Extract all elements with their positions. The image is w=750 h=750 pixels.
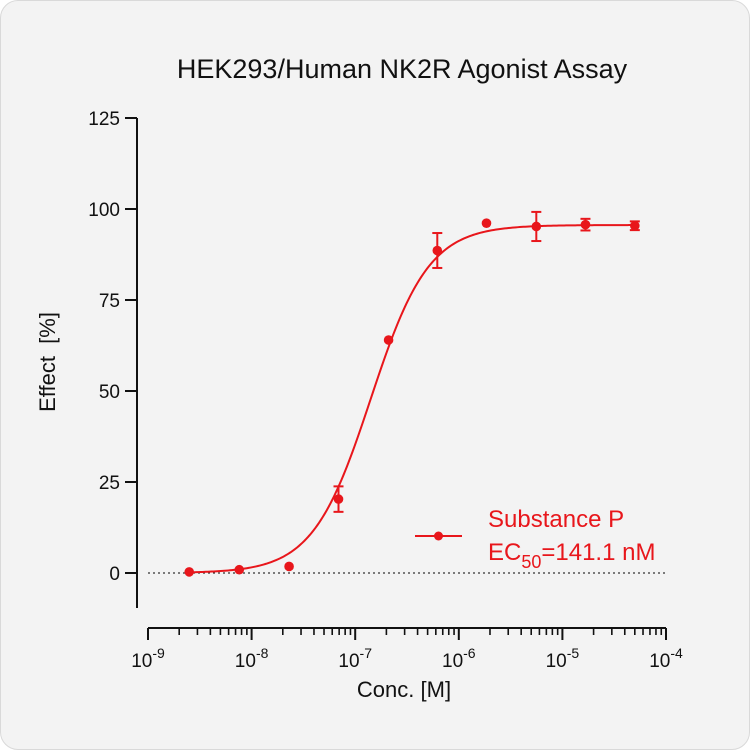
- x-tick-label: 10-7: [338, 645, 372, 672]
- data-point: [580, 219, 591, 230]
- x-tick-label: 10-5: [546, 645, 580, 672]
- x-tick-label: 10-8: [235, 645, 269, 672]
- data-point: [333, 494, 344, 504]
- ec50-subscript: 50: [521, 552, 541, 572]
- chart-title: HEK293/Human NK2R Agonist Assay: [177, 54, 628, 84]
- x-tick-label: 10-9: [131, 645, 165, 672]
- data-point: [184, 567, 195, 577]
- y-tick-label: 100: [88, 200, 120, 221]
- x-axis: 10-9 10-8 10-7 10-6 10-5 10-4: [131, 627, 683, 672]
- data-point: [234, 564, 245, 575]
- y-axis: 0 25 50 75 100 125: [88, 109, 138, 608]
- data-point: [432, 245, 443, 256]
- y-tick-label: 50: [99, 382, 120, 403]
- legend-marker: [434, 531, 443, 541]
- data-point: [383, 335, 394, 345]
- fit-curve: [189, 224, 635, 574]
- legend-ec50: EC50=141.1 nM: [488, 539, 655, 572]
- y-tick-label: 0: [109, 564, 120, 585]
- x-axis-label: Conc. [M]: [357, 677, 451, 702]
- x-tick-label: 10-4: [649, 645, 683, 672]
- ec50-value: =141.1 nM: [541, 539, 655, 566]
- legend: Substance P EC50=141.1 nM: [415, 506, 655, 572]
- y-tick-label: 125: [88, 109, 120, 130]
- x-tick-label: 10-6: [442, 645, 476, 672]
- data-point: [531, 221, 542, 232]
- ec50-prefix: EC: [488, 539, 521, 566]
- y-tick-label: 25: [99, 473, 120, 494]
- legend-series-name: Substance P: [488, 506, 624, 533]
- y-axis-label: Effect [%]: [35, 312, 60, 412]
- plot-area: [184, 210, 640, 577]
- data-point: [630, 220, 640, 231]
- data-point: [481, 218, 492, 228]
- data-point: [284, 561, 294, 572]
- y-tick-label: 75: [99, 291, 120, 312]
